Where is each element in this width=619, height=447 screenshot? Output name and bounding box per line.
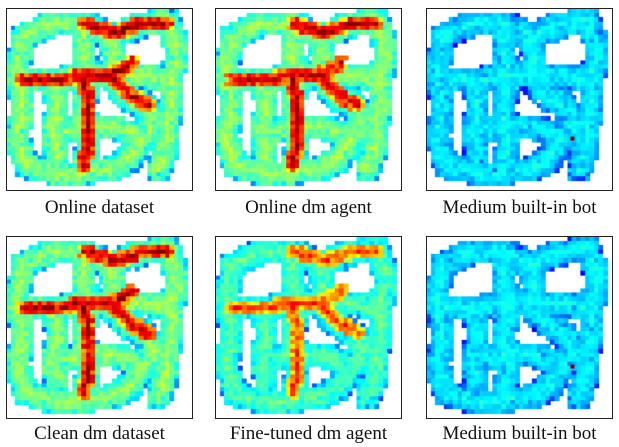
heatmap-image <box>426 8 613 191</box>
heatmap-image <box>215 236 402 419</box>
panel-caption: Fine-tuned dm agent <box>229 423 388 444</box>
heatmap-image <box>215 8 402 191</box>
panel-caption: Online dataset <box>44 197 155 218</box>
panel-caption: Clean dm dataset <box>34 423 165 444</box>
heatmap-image <box>426 236 613 419</box>
panel-caption: Medium built-in bot <box>442 197 597 218</box>
panel-caption: Online dm agent <box>245 197 372 218</box>
panel-caption: Medium built-in bot <box>442 423 597 444</box>
heatmap-image <box>6 236 193 419</box>
heatmap-image <box>6 8 193 191</box>
